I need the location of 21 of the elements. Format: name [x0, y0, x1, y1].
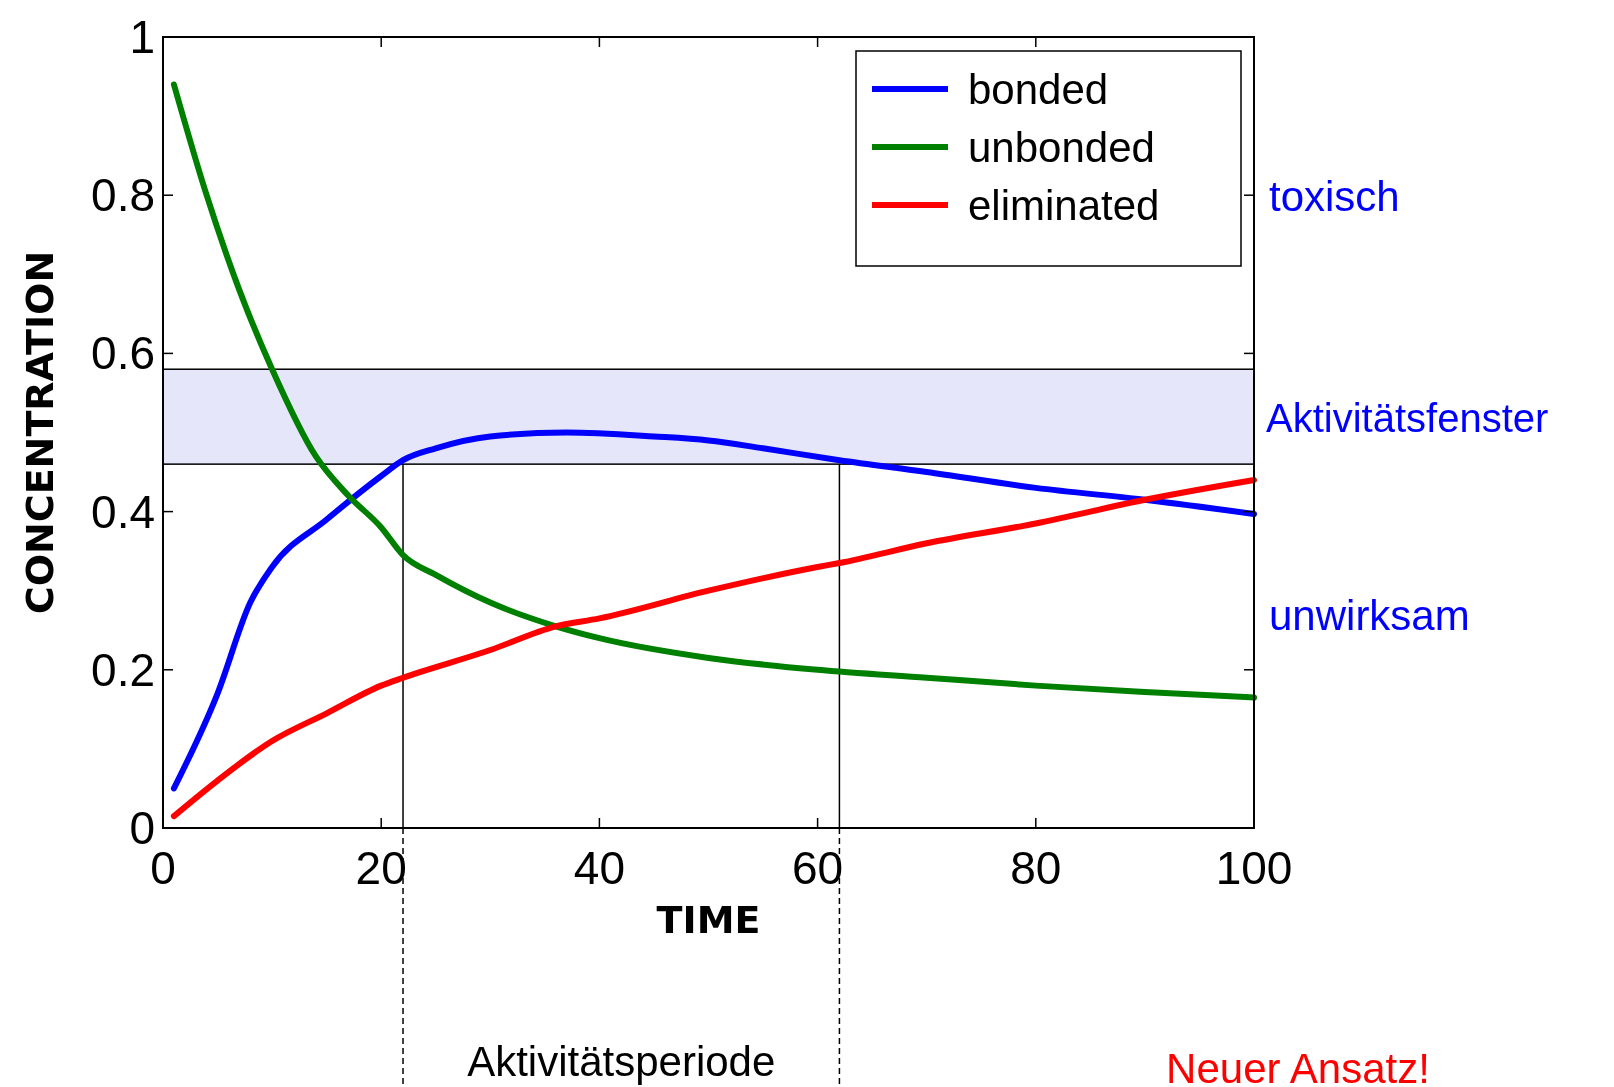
y-tick-label: 0.2 [91, 643, 155, 696]
text: unwirksam [1269, 592, 1470, 640]
y-tick-label: 0 [129, 802, 155, 854]
legend-label: bonded [968, 66, 1109, 113]
text: Neuer Ansatz! [1166, 1045, 1430, 1087]
legend-label: eliminated [968, 182, 1160, 229]
y-tick-label: 1 [129, 11, 155, 63]
band-label: Aktivitätsfenster [1266, 395, 1549, 440]
x-tick-label: 60 [792, 842, 844, 894]
legend-label: unbonded [968, 124, 1155, 171]
x-tick-label: 80 [1010, 842, 1062, 894]
text: toxisch [1269, 173, 1400, 221]
x-tick-label: 40 [573, 842, 625, 894]
y-tick-label: 0.6 [91, 327, 155, 380]
y-axis-title: CONCENTRATION [18, 250, 62, 615]
x-tick-label: 100 [1215, 842, 1293, 894]
x-axis-title: TIME [656, 898, 761, 942]
y-tick-label: 0.8 [91, 169, 155, 222]
text: Aktivitätsperiode [467, 1038, 776, 1085]
x-tick-label: 20 [355, 842, 407, 894]
y-tick-label: 0.4 [91, 485, 155, 538]
